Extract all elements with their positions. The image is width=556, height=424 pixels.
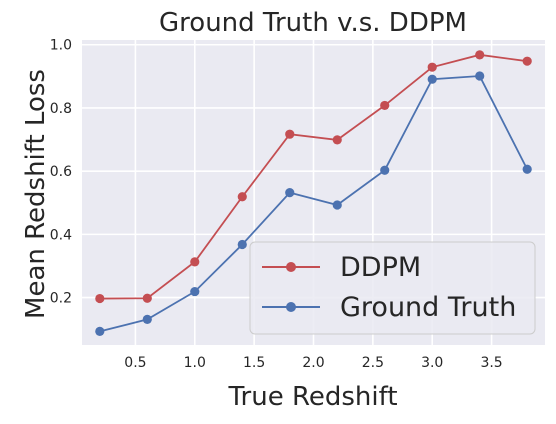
legend: DDPM Ground Truth	[249, 241, 536, 335]
data-point-ground-truth	[380, 165, 390, 175]
y-axis-label: Mean Redshift Loss	[21, 69, 51, 319]
data-point-ddpm	[427, 62, 437, 72]
x-tick-label: 0.5	[124, 355, 146, 371]
data-point-ddpm	[237, 192, 247, 202]
y-tick-label: 0.6	[50, 164, 72, 180]
data-point-ground-truth	[190, 286, 200, 297]
data-point-ground-truth	[475, 71, 485, 81]
data-point-ddpm	[95, 293, 105, 304]
tick-labels: 0.5 1.0 1.5 2.0 2.5 3.0 3.5 0.2 0.4 0.6 0.8 1.0	[50, 38, 503, 371]
data-point-ddpm	[380, 100, 390, 111]
x-tick-label: 1.5	[243, 355, 265, 371]
data-point-ground-truth	[522, 164, 532, 174]
data-point-ground-truth	[285, 188, 295, 198]
legend-ground-truth-marker	[286, 302, 296, 312]
chart-title: Ground Truth v.s. DDPM	[159, 8, 467, 38]
data-point-ddpm	[475, 50, 485, 60]
y-tick-label: 0.2	[50, 291, 72, 307]
x-tick-label: 3.5	[480, 355, 502, 371]
data-point-ground-truth	[427, 74, 437, 84]
legend-box	[249, 241, 536, 335]
legend-ground-truth-label: Ground Truth	[340, 292, 516, 323]
data-point-ddpm	[332, 135, 342, 145]
data-point-ddpm	[142, 293, 152, 303]
series-line-ddpm	[99, 53, 528, 300]
data-point-ddpm	[522, 56, 532, 66]
y-tick-label: 1.0	[50, 38, 72, 54]
data-point-ddpm	[285, 129, 295, 139]
data-point-ground-truth	[237, 239, 247, 250]
data-point-ground-truth	[142, 314, 152, 324]
y-tick-label: 0.4	[50, 227, 72, 243]
x-tick-label: 2.5	[362, 355, 384, 371]
data-point-ddpm	[190, 257, 200, 267]
series-line-ground-truth	[99, 75, 528, 333]
x-tick-label: 1.0	[184, 355, 206, 371]
data-point-ground-truth	[95, 326, 105, 337]
x-axis-label: True Redshift	[227, 382, 397, 412]
x-tick-label: 2.0	[302, 355, 324, 371]
data-point-ground-truth	[332, 200, 342, 210]
x-tick-label: 3.0	[421, 355, 443, 371]
y-tick-label: 0.8	[50, 101, 72, 117]
legend-ddpm-label: DDPM	[340, 252, 421, 283]
series-layer	[95, 50, 532, 337]
legend-ddpm-marker	[286, 262, 296, 272]
